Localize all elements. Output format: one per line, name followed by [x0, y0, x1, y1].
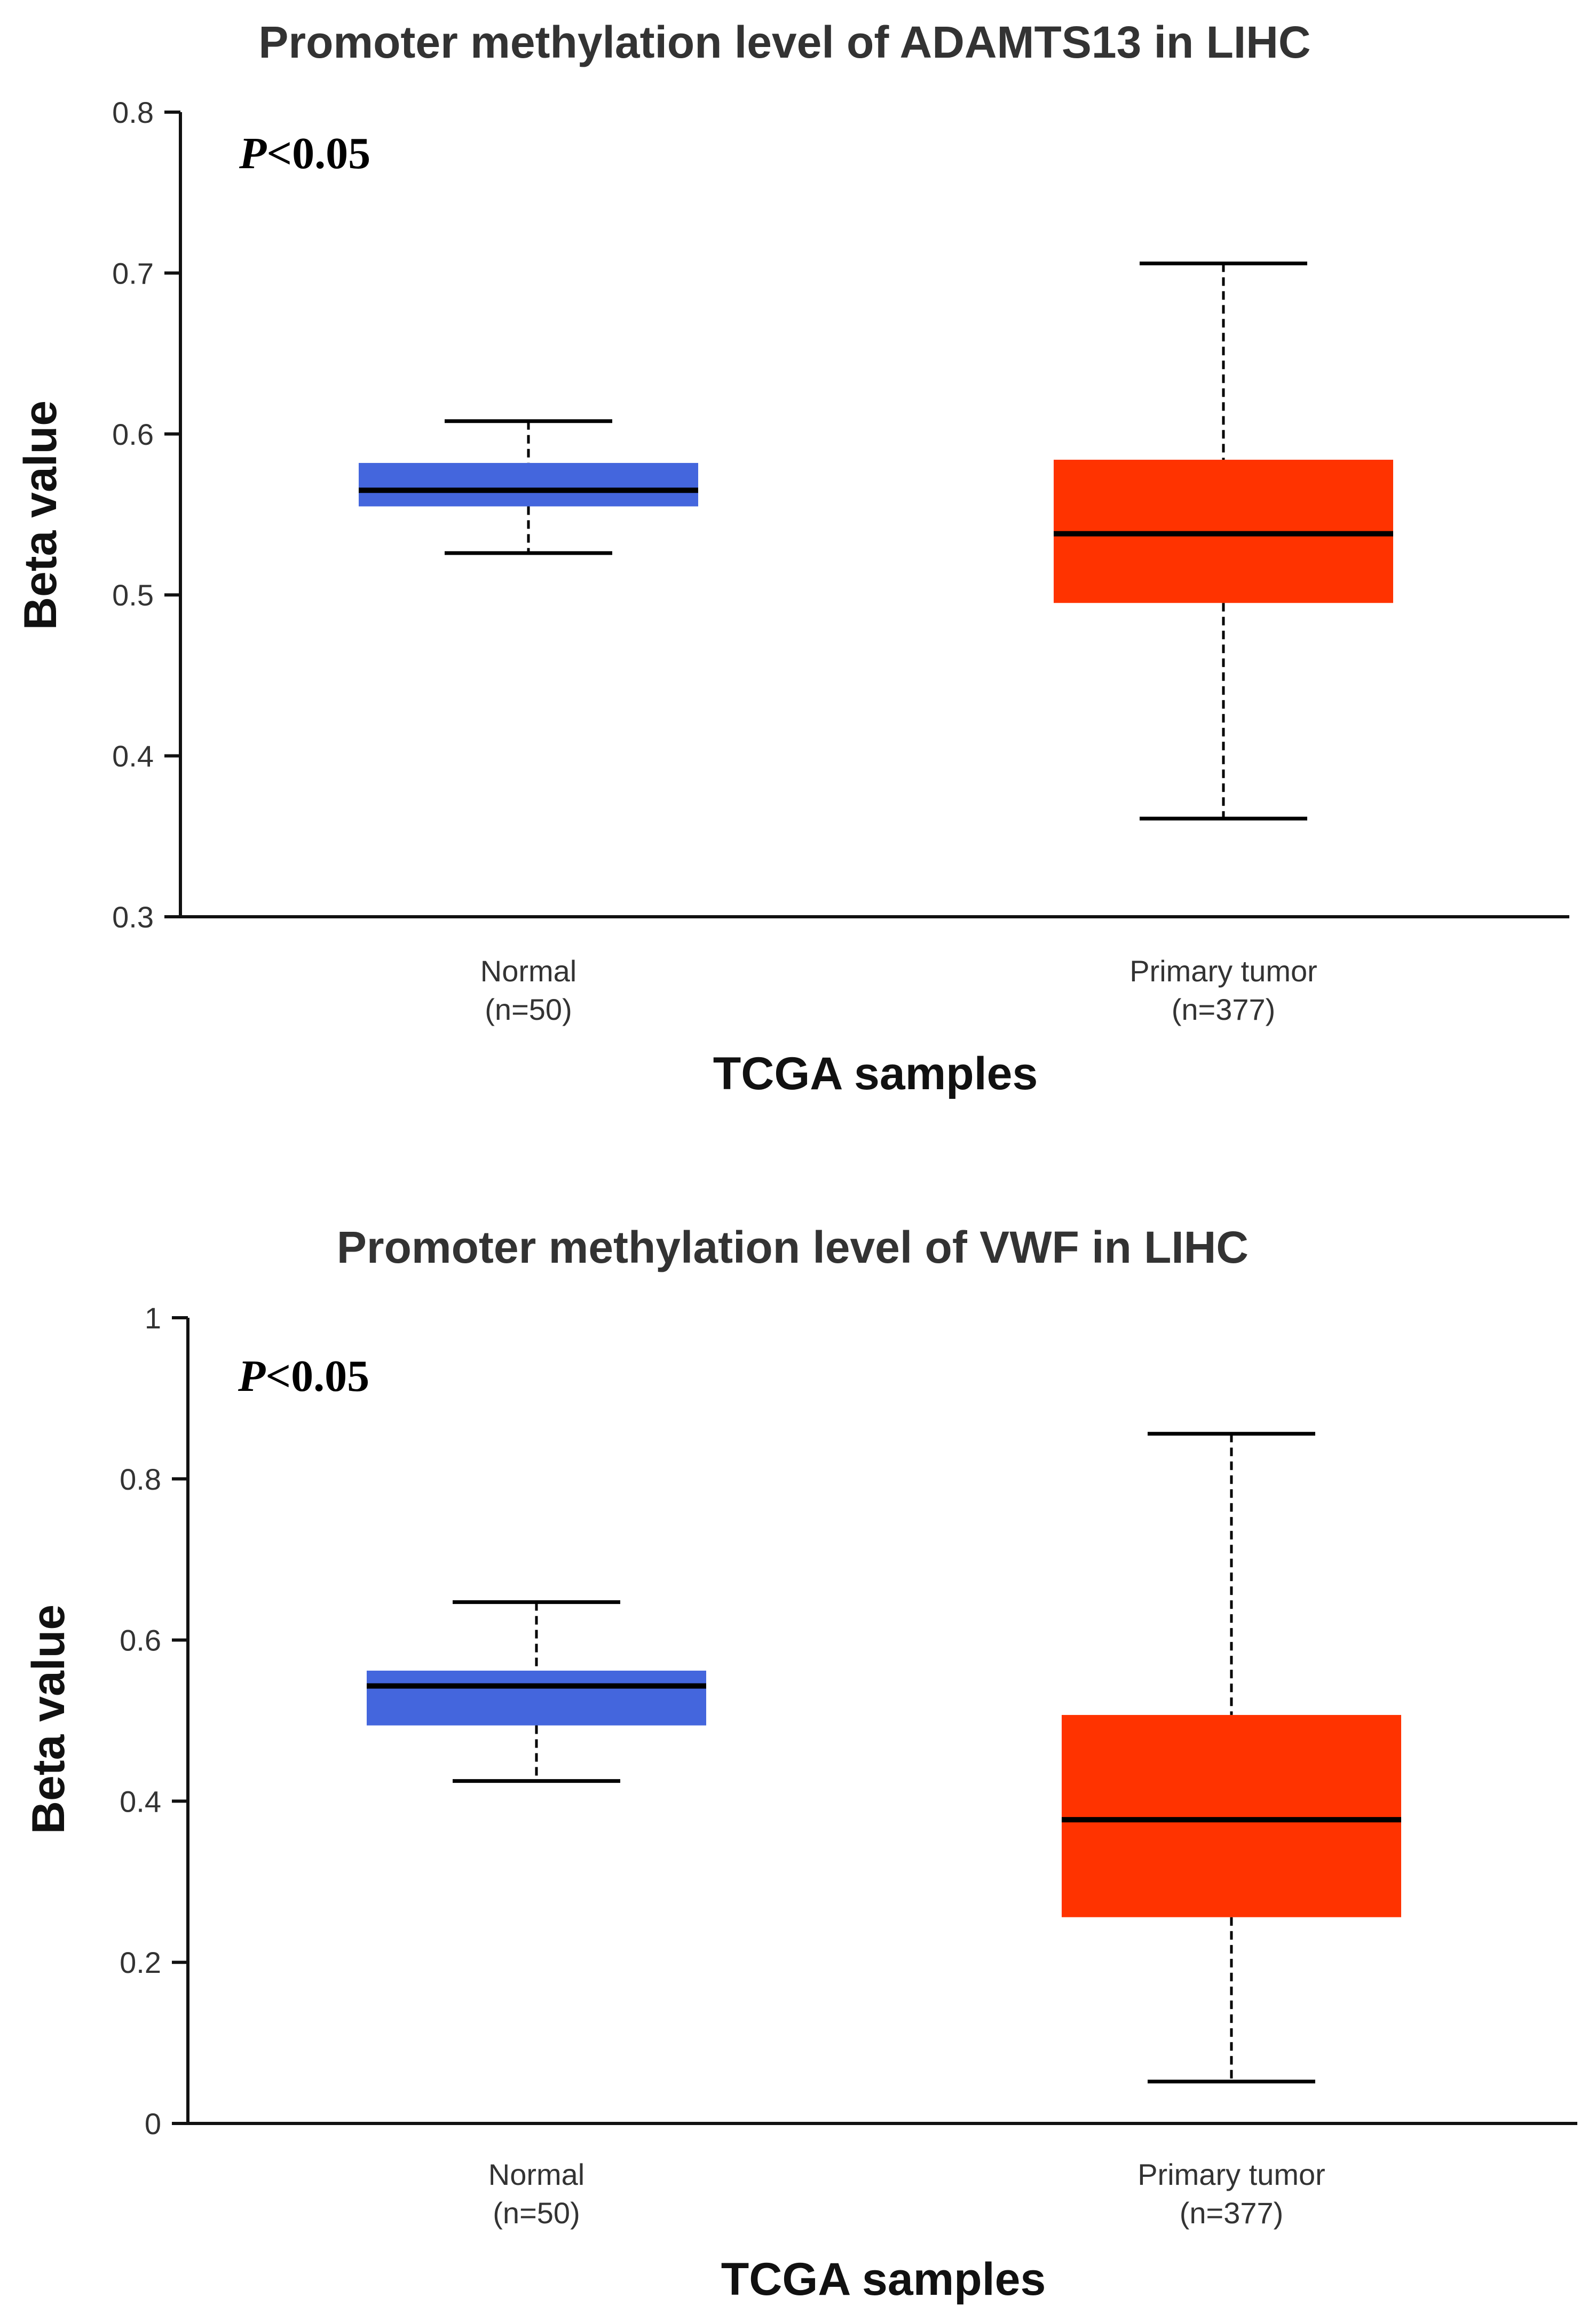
box-normal: [367, 1600, 706, 1783]
x-tick-label-primary-tumor: Primary tumor: [1137, 2158, 1325, 2191]
y-axis-label: Beta value: [23, 1604, 74, 1834]
box-primary-tumor: [1062, 1431, 1401, 2084]
x-tick-label-normal-n: (n=50): [485, 993, 572, 1026]
x-tick-label-primary-tumor: Primary tumor: [1129, 954, 1317, 988]
y-axis-ticks: 0 0.2 0.4 0.6 0.8 1: [120, 1301, 188, 2141]
y-tick-label: 0.6: [120, 1624, 161, 1657]
chart-title: Promoter methylation level of VWF in LIH…: [337, 1222, 1249, 1272]
box-normal: [359, 419, 698, 555]
x-tick-labels: Normal (n=50) Primary tumor (n=377): [488, 2158, 1325, 2230]
y-tick-label: 0.5: [112, 578, 154, 612]
y-tick-label: 0.2: [120, 1946, 161, 1979]
y-tick-label: 1: [145, 1301, 161, 1335]
iqr-box: [1062, 1714, 1401, 1917]
p-value-symbol: P: [238, 1351, 266, 1401]
box-plots: [367, 1431, 1401, 2084]
y-axis-label: Beta value: [15, 400, 66, 630]
chart-panel-adamts13: Promoter methylation level of ADAMTS13 i…: [15, 17, 1569, 1099]
box-plots: [359, 261, 1393, 821]
x-axis-label: TCGA samples: [721, 2254, 1046, 2305]
y-tick-label: 0.8: [112, 96, 154, 129]
iqr-box: [367, 1670, 706, 1726]
iqr-box: [359, 463, 698, 507]
y-tick-label: 0.8: [120, 1462, 161, 1496]
x-tick-label-normal: Normal: [480, 954, 576, 988]
x-tick-label-primary-tumor-n: (n=377): [1180, 2196, 1284, 2230]
y-tick-label: 0.4: [112, 739, 154, 773]
x-tick-label-normal: Normal: [488, 2158, 584, 2191]
y-tick-label: 0.3: [112, 900, 154, 934]
p-value-annotation: P<0.05: [238, 1351, 369, 1401]
x-axis-label: TCGA samples: [713, 1048, 1038, 1099]
y-tick-label: 0.7: [112, 256, 154, 290]
y-tick-label: 0: [145, 2107, 161, 2141]
chart-title: Promoter methylation level of ADAMTS13 i…: [258, 17, 1310, 67]
x-tick-label-primary-tumor-n: (n=377): [1172, 993, 1276, 1026]
p-value-symbol: P: [239, 129, 267, 178]
y-tick-label: 0.4: [120, 1784, 161, 1818]
p-value-annotation: P<0.05: [239, 129, 370, 178]
p-value-threshold: <0.05: [265, 1351, 369, 1401]
chart-panel-vwf: Promoter methylation level of VWF in LIH…: [23, 1222, 1577, 2305]
x-tick-label-normal-n: (n=50): [493, 2196, 580, 2230]
y-axis-ticks: 0.3 0.4 0.5 0.6 0.7 0.8: [112, 96, 180, 934]
x-tick-labels: Normal (n=50) Primary tumor (n=377): [480, 954, 1317, 1026]
box-primary-tumor: [1054, 261, 1393, 821]
y-tick-label: 0.6: [112, 418, 154, 451]
p-value-threshold: <0.05: [266, 129, 370, 178]
